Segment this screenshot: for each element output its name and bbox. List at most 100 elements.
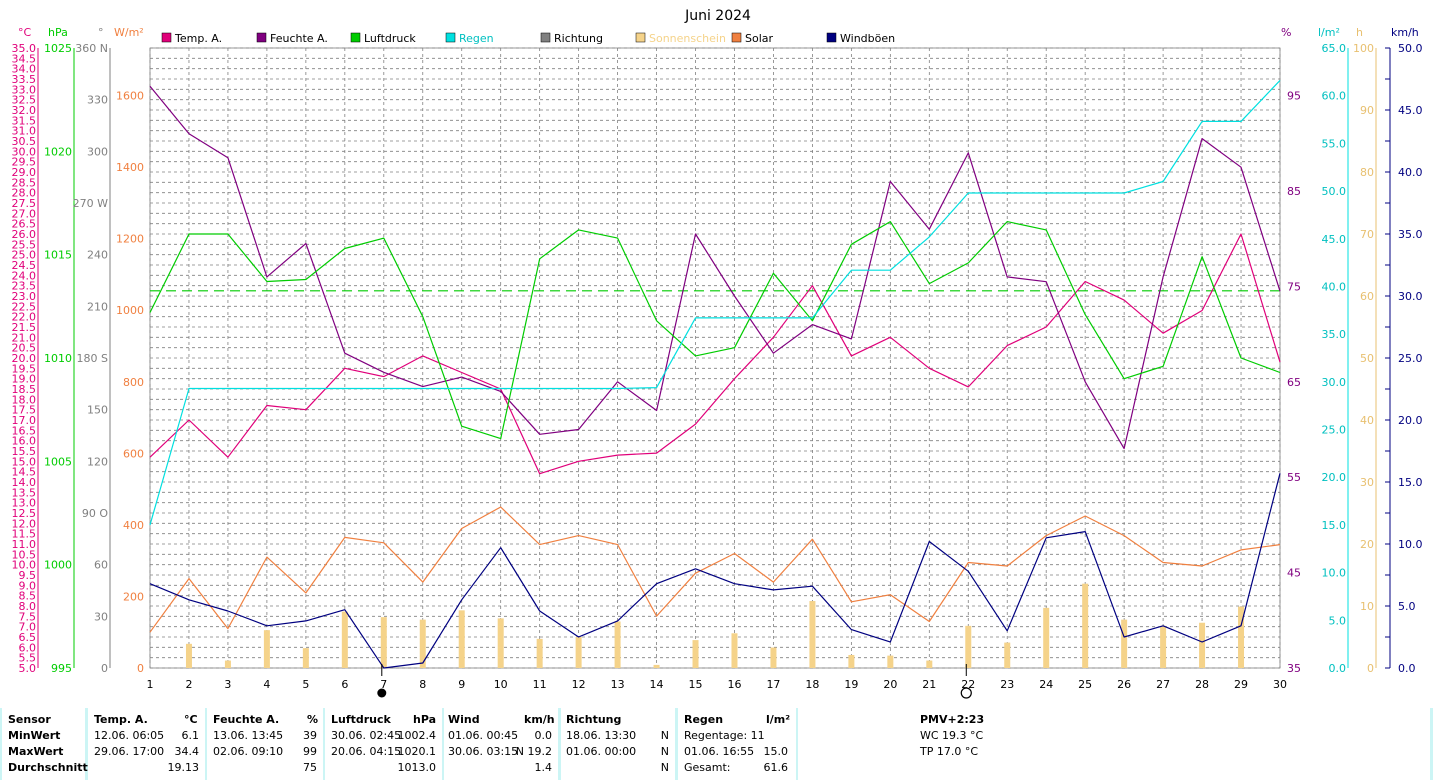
- sunshine-bar: [809, 601, 816, 668]
- sunshine-bar: [1199, 622, 1206, 668]
- statistics-footer: Sensor MinWert MaxWert Durchschnitt Temp…: [0, 708, 1433, 780]
- temp-tick: 19.0: [12, 373, 37, 386]
- solar-tick: 0: [137, 662, 144, 675]
- humidity-block: Feuchte A. % 13.06. 13:45 39 02.06. 09:1…: [207, 708, 323, 780]
- direction-min-date: 18.06. 13:30: [566, 729, 637, 742]
- pmv-title: PMV+2:23: [920, 713, 985, 726]
- sunshine-bar: [1082, 583, 1089, 668]
- sunshine-tick: 30: [1360, 476, 1374, 489]
- pmv-tp: TP 17.0 °C: [920, 745, 979, 758]
- temp-tick: 22.0: [12, 311, 37, 324]
- rain-tick: 20.0: [1322, 471, 1347, 484]
- x-tick: 23: [1000, 678, 1014, 691]
- sensor-title: Sensor: [8, 713, 51, 726]
- sunshine-bar: [341, 611, 348, 668]
- wind-unit: km/h: [524, 713, 555, 726]
- rain-max-value: 15.0: [763, 745, 789, 758]
- sunshine-tick: 40: [1360, 414, 1374, 427]
- x-tick: 6: [341, 678, 348, 691]
- temp-tick: 8.5: [19, 590, 37, 603]
- grid: [149, 47, 1281, 669]
- sunshine-bar: [731, 633, 738, 668]
- wind-tick: 30.0: [1398, 290, 1423, 303]
- legend-swatch: [256, 32, 267, 43]
- x-tick: 15: [689, 678, 703, 691]
- rain-total-label: Gesamt:: [684, 761, 731, 774]
- wind-tick: 0.0: [1398, 662, 1416, 675]
- sunshine-bar: [302, 648, 309, 668]
- rain-axis-label: l/m²: [1318, 26, 1340, 39]
- temp-tick: 22.5: [12, 300, 37, 313]
- x-axis: 1 2 3 4 5 6 7 8 9 10 11 12 13 14 15 16 17 18 19 20 21 22 23 24 2…: [147, 678, 1288, 691]
- sunshine-bars: [185, 583, 1245, 668]
- pressure-tick: 1020: [44, 145, 72, 158]
- legend-label: Solar: [745, 32, 774, 45]
- sunshine-bar: [458, 610, 465, 668]
- temp-tick: 11.5: [12, 528, 37, 541]
- sunshine-bar: [926, 660, 933, 668]
- direction-tick: 270 W: [73, 197, 108, 210]
- temp-tick: 12.0: [12, 517, 37, 530]
- temp-min-value: 6.1: [181, 729, 200, 742]
- legend-swatch: [731, 32, 742, 43]
- temp-tick: 27.5: [12, 197, 37, 210]
- temp-tick: 24.0: [12, 269, 37, 282]
- legend-label: Regen: [459, 32, 494, 45]
- pressure-tick: 1015: [44, 249, 72, 262]
- temp-max-date: 29.06. 17:00: [94, 745, 165, 758]
- temp-tick: 29.0: [12, 166, 37, 179]
- temp-tick: 14.5: [12, 466, 37, 479]
- pressure-tick: 1025: [44, 42, 72, 55]
- temp-tick: 34.0: [12, 63, 37, 76]
- humidity-avg-value: 75: [303, 761, 317, 774]
- temp-tick: 24.5: [12, 259, 37, 272]
- wind-min-date: 01.06. 00:45: [448, 729, 519, 742]
- x-tick: 4: [263, 678, 270, 691]
- rain-unit: l/m²: [766, 713, 791, 726]
- pressure-tick: 1000: [44, 559, 72, 572]
- legend-label: Feuchte A.: [270, 32, 328, 45]
- pressure-min-value: 1002.4: [397, 729, 437, 742]
- sensor-block: Sensor MinWert MaxWert Durchschnitt: [2, 708, 88, 780]
- temp-tick: 21.0: [12, 331, 37, 344]
- moon-phases: [377, 664, 972, 699]
- direction-min-value: N: [660, 729, 669, 742]
- temp-avg-value: 19.13: [167, 761, 200, 774]
- rain-title: Regen: [684, 713, 724, 726]
- series-wind-line: [149, 473, 1281, 669]
- rain-max-date: 01.06. 16:55: [684, 745, 755, 758]
- temp-title: Temp. A.: [94, 713, 148, 726]
- pressure-axis-label: hPa: [48, 26, 68, 39]
- wind-block: Wind km/h 01.06. 00:45 0.0 30.06. 03:15 …: [444, 708, 558, 780]
- humidity-tick: 45: [1287, 567, 1301, 580]
- pressure-unit: hPa: [413, 713, 437, 726]
- solar-tick: 800: [123, 376, 144, 389]
- temp-tick: 23.0: [12, 290, 37, 303]
- rain-tick: 15.0: [1322, 519, 1347, 532]
- temp-tick: 13.0: [12, 497, 37, 510]
- wind-tick: 35.0: [1398, 228, 1423, 241]
- rain-tick: 45.0: [1322, 233, 1347, 246]
- humidity-max-date: 02.06. 09:10: [213, 745, 284, 758]
- series-pressure-line: [149, 221, 1281, 440]
- sunshine-bar: [575, 637, 582, 668]
- temp-tick: 7.5: [19, 610, 37, 623]
- temp-tick: 29.5: [12, 156, 37, 169]
- sunshine-bar: [770, 647, 777, 668]
- weather-chart: Juni 2024 Temp. A. Feuchte A. Luftdruck Reg…: [11, 8, 1423, 699]
- rain-tick: 0.0: [1329, 662, 1347, 675]
- sunshine-bar: [380, 617, 387, 668]
- legend-label: Windböen: [840, 32, 895, 45]
- temp-tick: 34.5: [12, 52, 37, 65]
- temp-tick: 31.5: [12, 114, 37, 127]
- temp-tick: 23.5: [12, 280, 37, 293]
- rain-tick: 50.0: [1322, 185, 1347, 198]
- humidity-title: Feuchte A.: [213, 713, 280, 726]
- pressure-tick: 1005: [44, 455, 72, 468]
- wind-tick: 10.0: [1398, 538, 1423, 551]
- x-tick: 10: [494, 678, 508, 691]
- legend-swatch: [540, 32, 551, 43]
- rain-tick: 5.0: [1329, 614, 1347, 627]
- temp-tick: 18.0: [12, 393, 37, 406]
- legend: Temp. A. Feuchte A. Luftdruck Regen Richtung…: [161, 32, 895, 45]
